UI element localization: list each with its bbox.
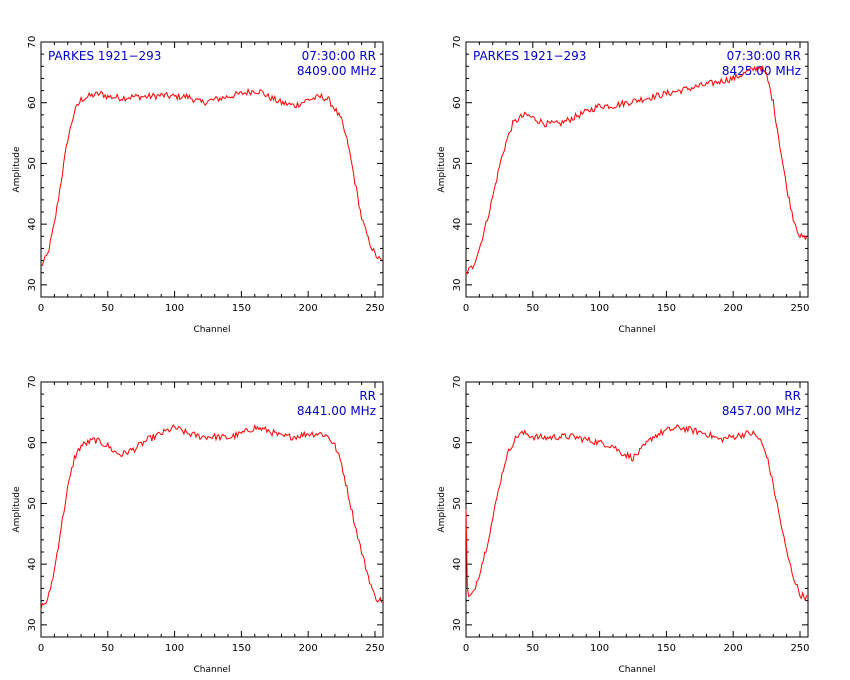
y-axis-title: Amplitude — [437, 486, 447, 533]
time-polarization-label: 07:30:00 RR — [727, 49, 801, 63]
time-polarization-label: 07:30:00 RR — [302, 49, 376, 63]
plot-frame — [40, 381, 384, 638]
y-tick-label: 50 — [452, 497, 463, 510]
y-tick-label: 30 — [452, 278, 463, 291]
x-tick-label: 250 — [365, 303, 384, 314]
x-tick-label: 50 — [526, 643, 539, 654]
y-axis-title: Amplitude — [12, 486, 22, 533]
source-label: PARKES 1921−293 — [48, 49, 161, 63]
spectrum-line — [40, 423, 383, 610]
y-tick-label: 50 — [452, 157, 463, 170]
x-tick-label: 0 — [463, 643, 469, 654]
x-tick-label: 100 — [590, 643, 609, 654]
x-tick-label: 0 — [38, 303, 44, 314]
x-axis-title: Channel — [619, 325, 656, 335]
x-tick-label: 150 — [657, 643, 676, 654]
x-tick-label: 200 — [724, 643, 743, 654]
x-tick-label: 250 — [365, 643, 384, 654]
time-polarization-label: RR — [784, 389, 801, 403]
time-polarization-label: RR — [359, 389, 376, 403]
x-tick-label: 150 — [232, 303, 251, 314]
x-tick-label: 250 — [790, 303, 809, 314]
x-axis-title: Channel — [194, 665, 231, 675]
frequency-label: 8441.00 MHz — [297, 404, 376, 418]
spectrum-line — [465, 65, 808, 275]
y-tick-label: 70 — [452, 36, 463, 49]
y-tick-label: 30 — [27, 618, 38, 631]
x-tick-label: 50 — [101, 643, 114, 654]
y-tick-label: 60 — [452, 96, 463, 109]
x-axis-title: Channel — [194, 325, 231, 335]
x-tick-label: 100 — [165, 643, 184, 654]
y-tick-label: 60 — [27, 436, 38, 449]
y-tick-label: 40 — [27, 558, 38, 571]
y-axis-title: Amplitude — [437, 146, 447, 193]
x-tick-label: 100 — [165, 303, 184, 314]
x-tick-label: 0 — [463, 303, 469, 314]
frequency-label: 8409.00 MHz — [297, 64, 376, 78]
y-tick-label: 40 — [27, 218, 38, 231]
x-tick-label: 0 — [38, 643, 44, 654]
panel-4: 0 50 100 150 200 250 30 40 50 60 70 Channel Amplitud… — [437, 376, 810, 675]
y-axis-title: Amplitude — [12, 146, 22, 193]
x-tick-label: 250 — [790, 643, 809, 654]
x-tick-label: 200 — [724, 303, 743, 314]
plot-frame — [465, 41, 809, 298]
y-tick-label: 30 — [452, 618, 463, 631]
panel-2: 0 50 100 150 200 250 30 40 50 60 70 Channel Amplitud… — [437, 36, 810, 335]
y-tick-label: 60 — [452, 436, 463, 449]
y-tick-label: 70 — [27, 36, 38, 49]
spectrum-line — [40, 87, 383, 267]
plot-frame — [465, 381, 809, 638]
y-tick-label: 50 — [27, 497, 38, 510]
spectrum-line — [465, 424, 808, 602]
x-tick-label: 200 — [299, 303, 318, 314]
x-tick-label: 150 — [657, 303, 676, 314]
frequency-label: 8457.00 MHz — [722, 404, 801, 418]
y-tick-label: 70 — [27, 376, 38, 389]
y-tick-label: 50 — [27, 157, 38, 170]
x-tick-label: 50 — [101, 303, 114, 314]
y-tick-label: 60 — [27, 96, 38, 109]
x-tick-label: 100 — [590, 303, 609, 314]
y-tick-label: 40 — [452, 558, 463, 571]
plot-frame — [40, 41, 384, 298]
y-tick-label: 30 — [27, 278, 38, 291]
panel-3: 0 50 100 150 200 250 30 40 50 60 70 Channel Amplitud… — [12, 376, 385, 675]
source-label: PARKES 1921−293 — [473, 49, 586, 63]
x-tick-label: 50 — [526, 303, 539, 314]
y-tick-label: 70 — [452, 376, 463, 389]
x-tick-label: 150 — [232, 643, 251, 654]
y-tick-label: 40 — [452, 218, 463, 231]
x-tick-label: 200 — [299, 643, 318, 654]
panel-1: 0 50 100 150 200 250 30 40 50 60 70 Channel Amplitud… — [12, 36, 385, 335]
x-axis-title: Channel — [619, 665, 656, 675]
